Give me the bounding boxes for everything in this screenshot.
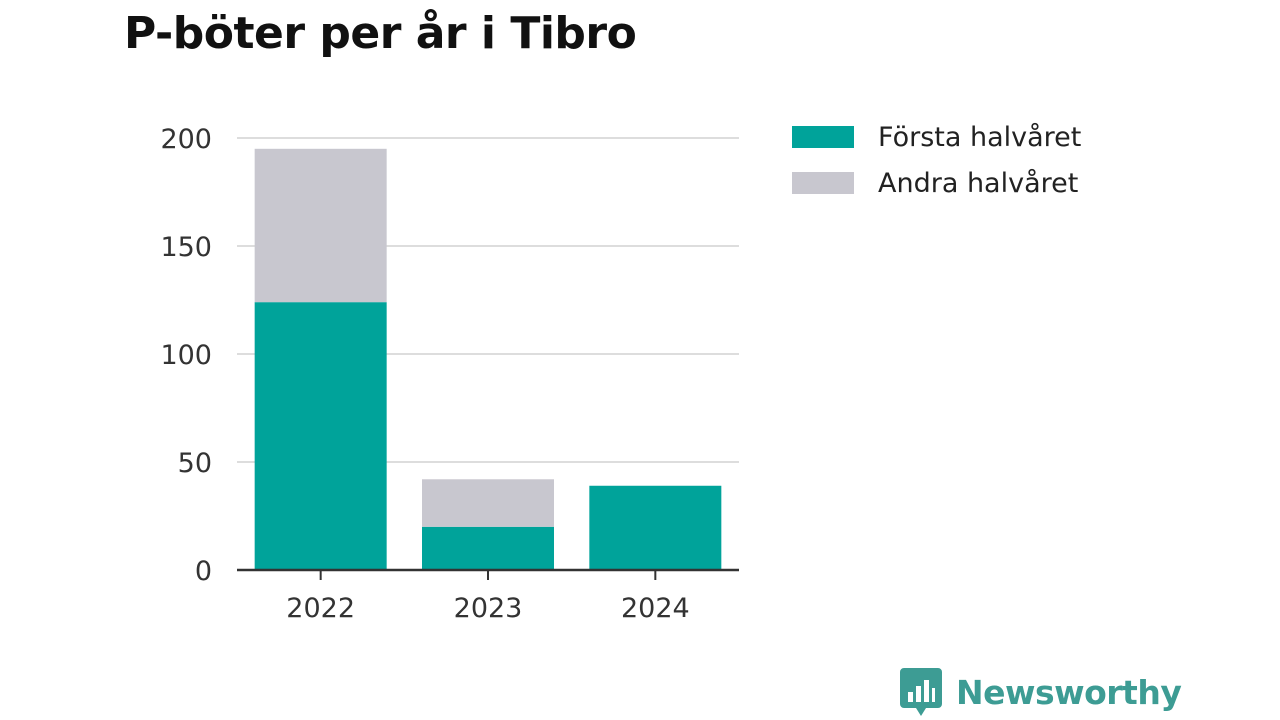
bar-2022-second-half bbox=[254, 148, 387, 303]
legend-label-first-half: Första halvåret bbox=[878, 121, 1082, 153]
legend: Första halvåret Andra halvåret bbox=[792, 114, 1081, 206]
y-tick-label-100: 100 bbox=[160, 340, 212, 371]
y-tick-label-0: 0 bbox=[195, 556, 212, 587]
y-tick-label-150: 150 bbox=[160, 232, 212, 263]
bar-2024-first-half bbox=[589, 485, 722, 570]
x-tick-label-2024: 2024 bbox=[621, 593, 690, 624]
legend-swatch-second-half bbox=[792, 172, 854, 194]
y-tick-label-50: 50 bbox=[178, 448, 212, 479]
bar-group bbox=[254, 148, 722, 570]
brand-name: Newsworthy bbox=[956, 672, 1182, 712]
bar-chart-speech-bubble-icon bbox=[900, 668, 942, 716]
y-tick-label-200: 200 bbox=[160, 124, 212, 155]
bar-2022-first-half bbox=[254, 302, 387, 570]
legend-item-first-half: Första halvåret bbox=[792, 114, 1081, 160]
x-tick-label-2023: 2023 bbox=[454, 593, 523, 624]
legend-item-second-half: Andra halvåret bbox=[792, 160, 1081, 206]
legend-label-second-half: Andra halvåret bbox=[878, 167, 1079, 199]
page-title: P-böter per år i Tibro bbox=[124, 8, 637, 59]
x-tick-label-2022: 2022 bbox=[286, 593, 355, 624]
bar-2023-second-half bbox=[422, 479, 554, 527]
legend-swatch-first-half bbox=[792, 126, 854, 148]
brand-logo: Newsworthy bbox=[900, 668, 1182, 716]
bar-2023-first-half bbox=[422, 526, 554, 570]
axes: 0 50 100 150 200 2022 2023 2024 bbox=[160, 124, 739, 624]
